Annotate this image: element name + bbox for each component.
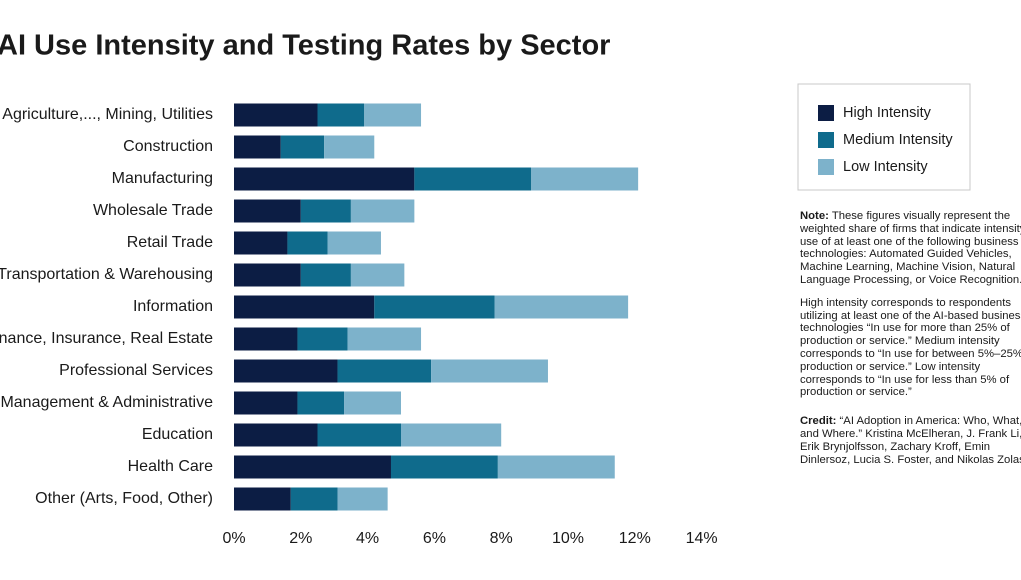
bar-segment (344, 391, 401, 415)
bar-segment (531, 167, 639, 191)
bar-segment (234, 103, 318, 127)
x-tick-label: 0% (222, 530, 245, 547)
bar-segment (337, 487, 388, 511)
bar-segment (347, 327, 422, 351)
x-tick-label: 12% (619, 530, 651, 547)
note2: High intensity corresponds to respondent… (800, 296, 1021, 399)
x-tick-label: 2% (289, 530, 312, 547)
y-tick-label: Health Care (128, 458, 213, 475)
y-tick-label: Retail Trade (127, 234, 213, 251)
bar-segment (390, 455, 498, 479)
bar-segment (317, 423, 401, 447)
bar-segment (234, 135, 281, 159)
x-tick-label: 10% (552, 530, 584, 547)
note-label: Note: (800, 210, 829, 222)
credit-label: Credit: (800, 415, 837, 428)
bar-segment (300, 263, 351, 287)
y-tick-label: Construction (123, 138, 213, 155)
y-tick-label: Education (142, 426, 213, 443)
bar-segment (350, 263, 405, 287)
bar-segment (234, 391, 298, 415)
bar-segment (364, 103, 422, 127)
note-text: These figures visually represent the wei… (800, 210, 1021, 286)
bar-segment (494, 295, 629, 319)
chart-title: AI Use Intensity and Testing Rates by Se… (0, 30, 610, 62)
bar-segment (234, 295, 375, 319)
bar-segment (401, 423, 502, 447)
bar-segment (234, 263, 301, 287)
x-tick-label: 4% (356, 530, 379, 547)
bar-segment (300, 199, 351, 223)
bar-segment (497, 455, 615, 479)
y-tick-label: Other (Arts, Food, Other) (35, 490, 213, 507)
bar-segment (234, 231, 288, 255)
bar-segment (317, 103, 365, 127)
x-tick-label: 6% (423, 530, 446, 547)
credit: Credit: “AI Adoption in America: Who, Wh… (800, 415, 1021, 466)
bar-segment (234, 327, 298, 351)
bar-segment (290, 487, 338, 511)
y-tick-label: Manufacturing (112, 170, 213, 187)
bar-segment (234, 455, 391, 479)
bar-segment (234, 487, 291, 511)
legend-label: High Intensity (843, 105, 932, 121)
legend-label: Low Intensity (843, 159, 928, 175)
bar-segment (234, 423, 318, 447)
legend-swatch (818, 159, 834, 175)
note: Note: These figures visually represent t… (800, 210, 1021, 287)
notes: Note: These figures visually represent t… (800, 210, 1021, 476)
bar-segment (327, 231, 381, 255)
bar-segment (297, 327, 348, 351)
y-tick-label: Management & Administrative (0, 394, 213, 411)
bar-segment (374, 295, 495, 319)
y-tick-label: Transportation & Warehousing (0, 266, 213, 283)
credit-text: “AI Adoption in America: Who, What, and … (800, 415, 1021, 466)
bar-segment (350, 199, 415, 223)
bar-segment (324, 135, 375, 159)
y-tick-label: Finance, Insurance, Real Estate (0, 330, 213, 347)
y-tick-label: Professional Services (59, 362, 213, 379)
bar-segment (234, 199, 301, 223)
bar-segment (287, 231, 328, 255)
y-tick-label: Agriculture,..., Mining, Utilities (2, 106, 213, 123)
x-tick-label: 14% (686, 530, 718, 547)
x-tick-label: 8% (490, 530, 513, 547)
bar-segment (234, 167, 415, 191)
bar-segment (431, 359, 548, 383)
y-tick-label: Information (133, 298, 213, 315)
legend-swatch (818, 105, 834, 121)
bar-segment (414, 167, 532, 191)
bar-segment (280, 135, 325, 159)
legend-swatch (818, 132, 834, 148)
bar-segment (297, 391, 345, 415)
legend-label: Medium Intensity (843, 132, 953, 148)
bar-segment (234, 359, 338, 383)
bar-segment (337, 359, 432, 383)
y-tick-label: Wholesale Trade (93, 202, 213, 219)
